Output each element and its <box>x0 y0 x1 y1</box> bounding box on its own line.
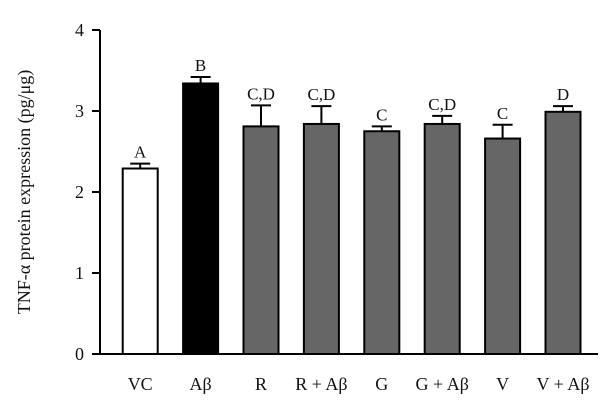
significance-label: C,D <box>307 85 335 104</box>
significance-label: D <box>557 85 569 104</box>
significance-label: C <box>497 104 508 123</box>
bar <box>363 130 401 355</box>
category-label: Aβ <box>190 374 212 394</box>
y-tick-label: 0 <box>75 344 84 364</box>
error-bars <box>130 75 573 169</box>
significance-label: B <box>195 56 206 75</box>
category-label: V + Aβ <box>537 374 590 394</box>
bar <box>544 110 582 355</box>
bar <box>242 125 280 355</box>
category-label: G + Aβ <box>416 374 469 394</box>
bars <box>121 82 582 356</box>
bar <box>484 137 522 355</box>
significance-label: C,D <box>247 84 275 103</box>
y-tick-label: 1 <box>75 263 84 283</box>
y-tick-label: 3 <box>75 101 84 121</box>
significance-label: C,D <box>428 95 456 114</box>
category-label: R <box>255 374 267 394</box>
bar <box>182 82 220 356</box>
category-labels: VC Aβ R R + Aβ G G + Aβ V V + Aβ <box>128 374 590 394</box>
y-ticks: 0 1 2 3 4 <box>75 20 100 364</box>
bar <box>121 167 159 355</box>
y-tick-label: 2 <box>75 182 84 202</box>
significance-labels: A B C,D C,D C C,D C D <box>134 56 569 162</box>
category-label: V <box>496 374 509 394</box>
significance-label: A <box>134 143 147 162</box>
category-label: R + Aβ <box>295 374 347 394</box>
y-axis-label: TNF-α protein expression (pg/μg) <box>14 70 35 315</box>
category-label: VC <box>128 374 153 394</box>
significance-label: C <box>376 105 387 124</box>
bar <box>423 122 461 355</box>
y-tick-label: 4 <box>75 20 84 40</box>
bar <box>302 122 340 355</box>
axes <box>99 30 598 355</box>
category-label: G <box>375 374 388 394</box>
